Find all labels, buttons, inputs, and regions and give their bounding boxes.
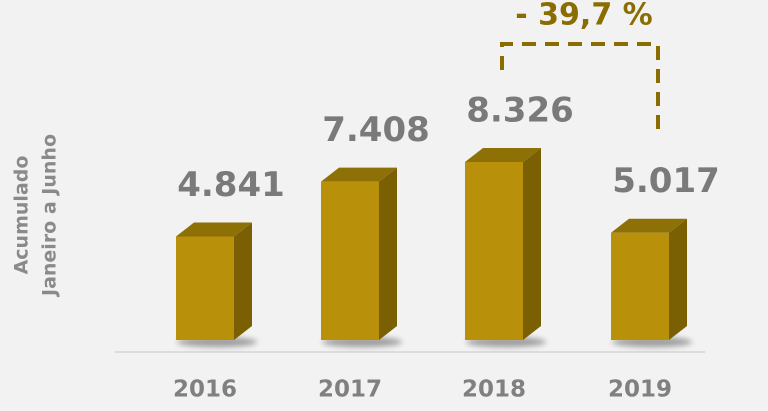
bar-side	[234, 222, 252, 340]
value-label: 7.408	[322, 110, 430, 150]
bar	[176, 222, 252, 340]
bar-top	[611, 218, 687, 233]
x-tick-label: 2016	[173, 377, 237, 403]
bar	[465, 148, 541, 340]
bar	[611, 218, 687, 340]
value-label: 8.326	[466, 91, 574, 131]
y-label-line: Acumulado	[11, 156, 33, 275]
bar-side	[669, 218, 687, 340]
annotation-bracket	[500, 42, 660, 136]
bar	[321, 167, 397, 340]
bar-front	[321, 181, 379, 340]
bar-top	[321, 167, 397, 182]
bar-side	[523, 148, 541, 340]
bar-top	[465, 148, 541, 162]
annotation: - 39,7 %	[515, 0, 652, 33]
x-tick-label: 2017	[318, 377, 382, 403]
bar-front	[611, 232, 669, 340]
value-label: 4.841	[177, 165, 285, 205]
bar-front	[176, 236, 234, 340]
value-label: 5.017	[612, 161, 720, 201]
y-label-line: Janeiro a Junho	[39, 134, 61, 298]
bar-top	[176, 222, 252, 237]
x-tick-label: 2018	[462, 377, 526, 403]
y-axis-label: Acumulado Janeiro a Junho	[11, 134, 61, 298]
x-tick-label: 2019	[608, 377, 672, 403]
bar-front	[465, 162, 523, 340]
bar-side	[379, 167, 397, 340]
